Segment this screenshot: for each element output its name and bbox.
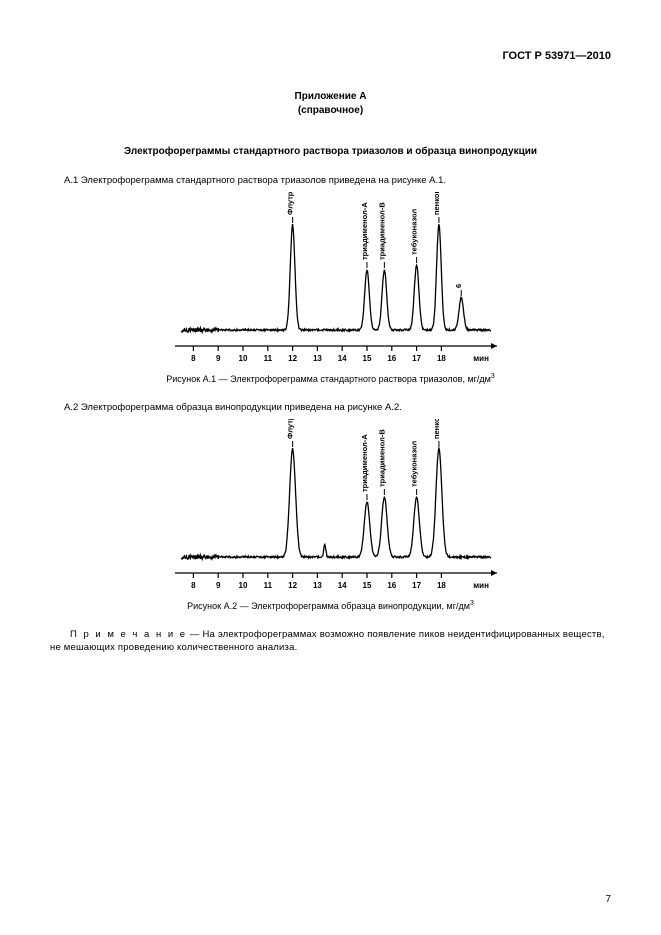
- x-axis-arrow: [491, 343, 497, 349]
- peak-label: триадименол-А: [360, 434, 369, 492]
- x-tick-label: 11: [263, 581, 272, 590]
- chart-a1: 8 9 10 11 12 13 14 15 16 17 18 мин Флутриафол триадим…: [151, 192, 511, 367]
- peak-label: тебуконазол: [409, 209, 418, 255]
- page-number: 7: [605, 894, 611, 905]
- para-a2: А.2 Электрофореграмма образца винопродук…: [50, 402, 611, 413]
- peak-label: триадименол-А: [360, 202, 369, 260]
- signal-trace: [181, 224, 491, 332]
- note-label: П р и м е ч а н и е: [70, 629, 187, 640]
- x-tick-label: 18: [436, 354, 445, 363]
- x-tick-label: 8: [191, 581, 196, 590]
- x-tick-label: 18: [436, 581, 445, 590]
- x-tick-label: 10: [238, 354, 247, 363]
- x-tick-label: 15: [362, 581, 371, 590]
- x-tick-label: 14: [337, 354, 346, 363]
- chart-a2: 8 9 10 11 12 13 14 15 16 17 18 мин Флутриафол триадим…: [151, 419, 511, 594]
- x-tick-label: 12: [288, 581, 297, 590]
- x-tick-label: 14: [337, 581, 346, 590]
- x-tick-label: 16: [387, 354, 396, 363]
- x-tick-label: 15: [362, 354, 371, 363]
- x-axis-unit: мин: [473, 354, 489, 363]
- peak-label: пенконазол: [431, 192, 440, 215]
- x-tick-label: 8: [191, 354, 196, 363]
- document-id: ГОСТ Р 53971—2010: [50, 50, 611, 62]
- para-a1: А.1 Электрофореграмма стандартного раств…: [50, 175, 611, 186]
- x-axis-unit: мин: [473, 581, 489, 590]
- x-tick-label: 16: [387, 581, 396, 590]
- x-axis-arrow: [491, 570, 497, 576]
- x-tick-label: 13: [312, 354, 321, 363]
- x-tick-label: 17: [412, 354, 421, 363]
- x-tick-label: 12: [288, 354, 297, 363]
- x-tick-label: 9: [215, 354, 220, 363]
- x-tick-label: 10: [238, 581, 247, 590]
- peak-label: пенконазол: [431, 419, 440, 439]
- peak-label: Флутриафол: [285, 192, 294, 215]
- peak-label: 6: [454, 284, 463, 288]
- peak-label: Флутриафол: [285, 419, 294, 439]
- x-tick-label: 9: [215, 581, 220, 590]
- peak-label: триадименол-В: [377, 429, 386, 487]
- x-tick-label: 11: [263, 354, 272, 363]
- caption-a1: Рисунок А.1 — Электрофореграмма стандарт…: [50, 373, 611, 384]
- caption-a1-text: Рисунок А.1 — Электрофореграмма стандарт…: [166, 374, 491, 384]
- peak-label: триадименол-В: [377, 202, 386, 260]
- x-tick-label: 13: [312, 581, 321, 590]
- appendix-header: Приложение А (справочное): [50, 90, 611, 118]
- appendix-type: (справочное): [50, 104, 611, 118]
- x-tick-label: 17: [412, 581, 421, 590]
- section-title: Электрофореграммы стандартного раствора …: [50, 146, 611, 157]
- appendix-label: Приложение А: [50, 90, 611, 104]
- caption-a2-sup: 3: [470, 600, 474, 607]
- caption-a1-sup: 3: [491, 373, 495, 380]
- caption-a2-text: Рисунок А.2 — Электрофореграмма образца …: [187, 601, 470, 611]
- caption-a2: Рисунок А.2 — Электрофореграмма образца …: [50, 600, 611, 611]
- peak-label: тебуконазол: [409, 441, 418, 487]
- signal-trace: [181, 448, 491, 559]
- note: П р и м е ч а н и е — На электрофореграм…: [50, 629, 611, 655]
